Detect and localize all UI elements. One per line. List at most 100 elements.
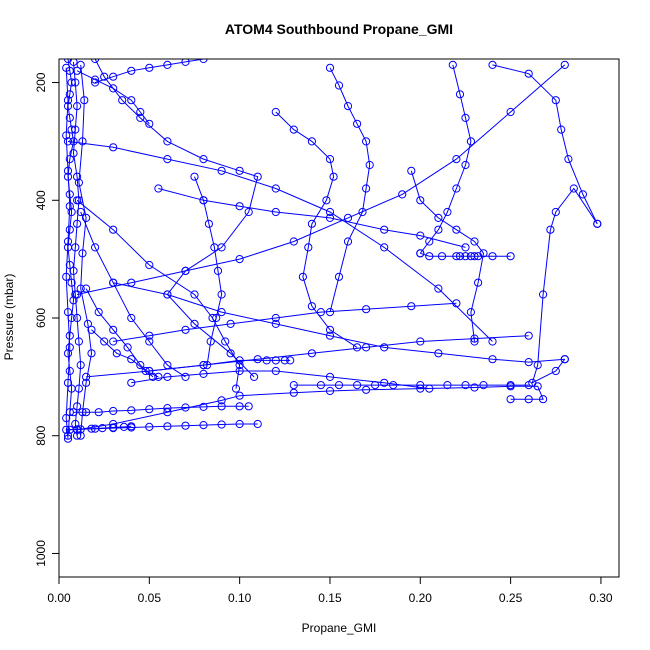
data-point <box>307 302 316 311</box>
data-point <box>73 66 82 75</box>
data-point <box>304 243 313 252</box>
data-point <box>212 313 221 323</box>
data-point <box>100 337 109 346</box>
data-point <box>524 331 533 340</box>
data-point <box>253 419 262 429</box>
data-point <box>76 431 85 440</box>
data-point <box>488 252 497 261</box>
series-13 <box>109 278 569 367</box>
data-point <box>474 252 483 261</box>
data-point <box>127 378 136 387</box>
axes: 0.00 0.05 0.10 0.15 0.20 0.25 0.30 200 400 600 800… <box>34 58 620 605</box>
data-point <box>109 72 118 81</box>
data-point <box>551 96 560 105</box>
data-point <box>199 155 208 164</box>
data-point <box>551 207 560 217</box>
series-line <box>78 64 93 436</box>
data-point <box>271 366 280 376</box>
data-point <box>74 178 84 187</box>
data-point <box>362 184 371 193</box>
data-point <box>434 349 443 358</box>
data-point <box>539 395 548 404</box>
data-point <box>470 252 479 261</box>
data-point <box>199 402 208 411</box>
data-point <box>181 372 190 381</box>
data-point <box>551 366 560 376</box>
data-point <box>181 266 190 275</box>
data-point <box>73 313 82 323</box>
data-point <box>82 378 91 387</box>
data-point <box>69 149 78 158</box>
series-line <box>531 187 598 384</box>
data-point <box>217 420 226 429</box>
data-point <box>123 343 132 352</box>
data-point <box>65 202 74 211</box>
data-point <box>470 383 479 392</box>
data-point <box>73 425 82 434</box>
data-point <box>118 96 127 105</box>
y-tick-label: 800 <box>34 425 48 445</box>
series-11 <box>289 381 533 390</box>
data-point <box>466 308 475 317</box>
series-line <box>77 385 544 431</box>
data-point <box>163 372 172 381</box>
data-point <box>199 196 208 205</box>
series-31 <box>91 59 208 87</box>
data-point <box>250 372 259 381</box>
data-point <box>316 308 325 317</box>
data-point <box>73 172 82 181</box>
data-point <box>271 184 280 193</box>
data-point <box>98 424 107 433</box>
data-point <box>353 343 362 352</box>
data-point <box>271 319 280 328</box>
data-point <box>362 385 371 394</box>
data-point <box>407 166 416 175</box>
data-point <box>63 137 73 146</box>
data-point <box>434 213 443 222</box>
data-point <box>217 402 226 411</box>
data-point <box>62 425 71 434</box>
series-19 <box>325 63 374 317</box>
data-point <box>289 381 298 390</box>
data-point <box>181 325 190 334</box>
data-point <box>63 431 73 440</box>
data-point <box>74 337 84 346</box>
series-line <box>65 67 71 439</box>
data-point <box>488 355 497 364</box>
data-point <box>334 81 344 90</box>
data-point <box>416 196 425 205</box>
series-line <box>113 282 565 363</box>
data-point <box>343 213 353 222</box>
data-point <box>63 349 73 358</box>
data-point <box>63 237 73 246</box>
x-tick-label: 0.05 <box>138 591 162 605</box>
y-tick-label: 400 <box>34 190 48 210</box>
data-point <box>82 408 91 417</box>
data-point <box>437 252 447 261</box>
data-point <box>470 237 479 246</box>
data-point <box>74 384 84 393</box>
data-point <box>416 249 425 258</box>
data-point <box>62 272 71 281</box>
x-tick-label: 0.25 <box>499 591 523 605</box>
data-point <box>578 190 588 199</box>
data-point <box>470 334 479 343</box>
data-point <box>479 381 488 390</box>
data-point <box>353 119 362 128</box>
data-point <box>316 381 325 390</box>
data-point <box>307 219 316 228</box>
data-point <box>217 396 226 405</box>
series-30 <box>87 325 163 381</box>
series-26 <box>73 60 569 299</box>
y-axis-label: Pressure (mbar) <box>2 274 16 361</box>
y-tick-label: 200 <box>34 72 48 92</box>
data-point <box>109 84 118 93</box>
series-22 <box>190 172 226 370</box>
data-point <box>145 119 154 128</box>
data-point <box>69 59 78 66</box>
data-point <box>181 421 190 430</box>
data-point <box>65 155 74 164</box>
data-point <box>109 337 118 346</box>
series-line <box>94 59 259 378</box>
data-point <box>546 225 555 234</box>
